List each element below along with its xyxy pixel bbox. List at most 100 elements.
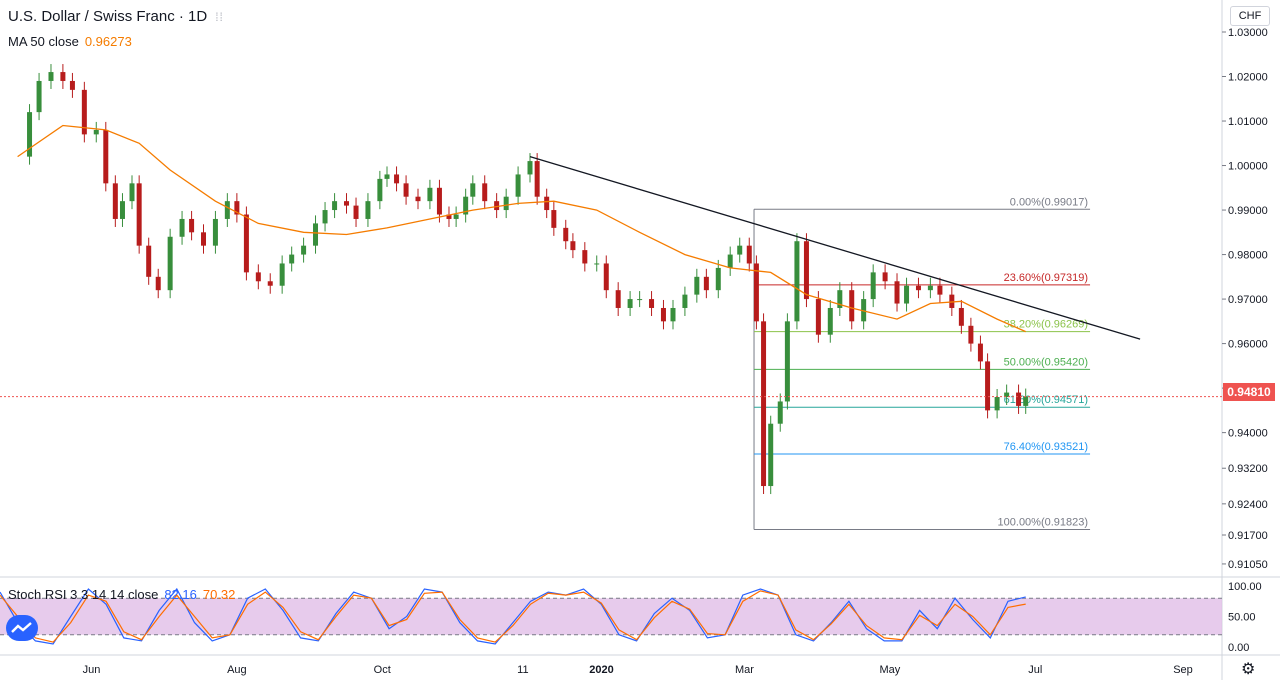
price-tick-label: 0.91700 xyxy=(1228,530,1268,542)
candle-body xyxy=(403,183,409,197)
fib-level-label: 50.00%(0.95420) xyxy=(1004,356,1088,368)
candle-body xyxy=(394,174,400,184)
candle-body xyxy=(761,321,767,487)
candle-body xyxy=(436,187,442,215)
candle-body xyxy=(234,201,240,215)
trendline[interactable] xyxy=(529,156,1141,340)
main-pane[interactable] xyxy=(0,0,1222,577)
candle-body xyxy=(746,245,752,264)
candle-body xyxy=(343,201,349,206)
currency-button[interactable]: CHF xyxy=(1230,6,1270,26)
candle-body xyxy=(313,223,319,246)
time-tick-label: Mar xyxy=(735,664,754,676)
stoch-band xyxy=(0,598,1222,635)
candle-body xyxy=(544,196,550,211)
candle-body xyxy=(415,196,421,202)
time-tick-label: May xyxy=(879,664,900,676)
candle-body xyxy=(129,183,135,202)
candle-body xyxy=(694,276,700,295)
time-tick-label: Sep xyxy=(1173,664,1193,676)
fib-level-label: 100.00%(0.91823) xyxy=(998,517,1089,529)
ma-value: 0.96273 xyxy=(84,34,132,49)
candle-body xyxy=(1023,396,1029,406)
last-price-tag: 0.94810 xyxy=(1223,383,1275,401)
settings-gear-icon[interactable]: ⚙ xyxy=(1241,661,1256,678)
time-tick-label: 2020 xyxy=(589,664,613,676)
candle-body xyxy=(949,294,955,308)
candle-body xyxy=(727,254,733,268)
time-tick-label: 11 xyxy=(517,664,528,676)
candle-body xyxy=(81,89,87,135)
candle-body xyxy=(267,281,273,286)
candle-body xyxy=(534,161,540,197)
candle-body xyxy=(627,299,633,308)
price-tick-label: 0.91050 xyxy=(1228,559,1268,571)
price-tick-label: 1.03000 xyxy=(1228,27,1268,39)
candle-body xyxy=(837,290,843,308)
price-tick-label: 0.97000 xyxy=(1228,294,1268,306)
candle-body xyxy=(849,290,855,322)
candle-body xyxy=(904,285,910,304)
candle-body xyxy=(715,267,721,291)
candle-body xyxy=(737,245,743,255)
candle-body xyxy=(515,174,521,197)
candle-body xyxy=(1016,392,1022,406)
candle-body xyxy=(146,245,152,277)
candle-body xyxy=(603,263,609,291)
time-tick-label: Jun xyxy=(83,664,101,676)
candle-body xyxy=(446,214,452,219)
price-tick-label: 0.96000 xyxy=(1228,339,1268,351)
candle-body xyxy=(463,196,469,215)
candle-body xyxy=(494,201,500,211)
candle-body xyxy=(882,272,888,282)
stoch-k-line xyxy=(0,587,1026,645)
more-icon[interactable]: ⁞⁞ xyxy=(215,10,224,24)
candle-body xyxy=(470,183,476,197)
candle-body xyxy=(803,241,809,300)
fib-level-label: 23.60%(0.97319) xyxy=(1004,272,1088,284)
candle-body xyxy=(167,236,173,291)
candle-body xyxy=(527,161,533,175)
candle-body xyxy=(968,325,974,344)
candle-body xyxy=(927,285,933,291)
candle-body xyxy=(353,205,359,219)
candle-body xyxy=(93,129,99,135)
candle-body xyxy=(861,299,867,322)
fib-level-label: 38.20%(0.96269) xyxy=(1004,319,1088,331)
candle-body xyxy=(582,250,588,264)
price-tick-label: 0.92400 xyxy=(1228,499,1268,511)
ma-legend[interactable]: MA 50 close 0.96273 xyxy=(8,34,132,49)
candle-body xyxy=(377,178,383,202)
candle-body xyxy=(453,214,459,219)
candle-body xyxy=(103,129,109,184)
candle-body xyxy=(243,214,249,273)
fib-level-label: 0.00%(0.99017) xyxy=(1010,196,1088,208)
price-tick-label: 0.98000 xyxy=(1228,250,1268,262)
candle-body xyxy=(119,201,125,219)
candle-body xyxy=(179,218,185,237)
candle-body xyxy=(615,290,621,308)
candle-body xyxy=(301,245,307,255)
candle-body xyxy=(60,72,66,81)
candle-body xyxy=(682,294,688,308)
candle-body xyxy=(570,241,576,251)
symbol-legend[interactable]: U.S. Dollar / Swiss Franc · 1D ⁞⁞ xyxy=(8,8,224,25)
time-tick-label: Aug xyxy=(227,664,247,676)
candle-body xyxy=(637,299,643,301)
candle-body xyxy=(1004,392,1010,398)
candle-body xyxy=(870,272,876,300)
candle-body xyxy=(36,80,42,113)
time-tick-label: Oct xyxy=(374,664,391,676)
candle-body xyxy=(649,299,655,308)
tradingview-logo-icon[interactable] xyxy=(6,615,38,641)
candle-body xyxy=(212,218,218,246)
price-tick-label: 0.99000 xyxy=(1228,205,1268,217)
candle-body xyxy=(594,263,600,265)
candle-body xyxy=(48,72,54,81)
price-tick-label: 1.01000 xyxy=(1228,116,1268,128)
symbol-title[interactable]: U.S. Dollar / Swiss Franc · 1D xyxy=(8,8,208,25)
ma-50-line xyxy=(17,124,1026,333)
candle-body xyxy=(753,263,759,322)
stoch-legend[interactable]: Stoch RSI 3 3 14 14 close 82.16 70.32 xyxy=(8,587,235,602)
